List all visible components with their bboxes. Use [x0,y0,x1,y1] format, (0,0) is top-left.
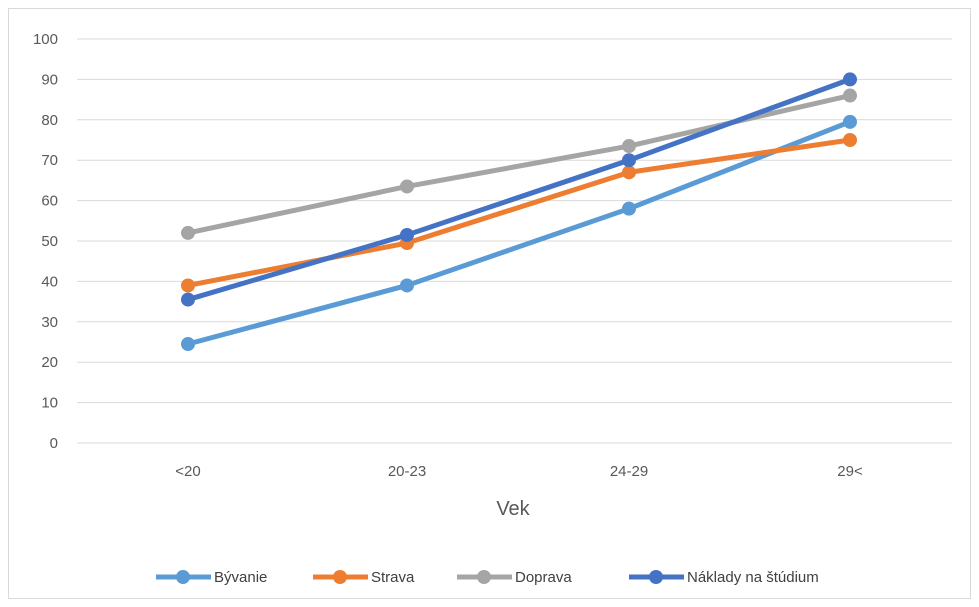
x-tick-label: 24-29 [610,463,648,480]
legend-label: Strava [371,569,415,586]
y-tick-label: 30 [41,314,58,331]
y-tick-label: 60 [41,193,58,210]
y-tick-label: 0 [50,435,58,452]
data-point [181,225,195,240]
series-line [185,76,853,303]
data-point [181,337,195,352]
legend-swatch-marker [649,570,663,584]
series [181,72,857,352]
data-point [622,201,636,216]
y-axis-ticks: 0 10 20 30 40 50 60 70 80 90 100 [33,31,58,452]
y-tick-label: 100 [33,31,58,48]
data-point [400,179,414,194]
y-tick-label: 40 [41,273,58,290]
gridlines [77,38,952,444]
data-point [400,278,414,293]
data-point [843,72,857,87]
y-tick-label: 70 [41,152,58,169]
legend-label: Doprava [515,569,572,586]
y-tick-label: 90 [41,71,58,88]
data-point [181,278,195,293]
data-point [843,133,857,147]
y-tick-label: 80 [41,112,58,129]
legend-swatch-marker [333,570,347,584]
data-point [400,227,414,242]
y-tick-label: 10 [41,395,58,412]
data-point [843,114,857,129]
series-0 [181,114,857,352]
data-point [843,88,857,103]
x-tick-label: 29< [837,463,863,480]
legend: Bývanie Strava Doprava Náklady na štúdium [156,569,819,586]
data-point [181,292,195,307]
series-line [185,137,853,288]
legend-swatch-marker [477,570,491,584]
x-axis-title: Vek [496,498,530,520]
legend-label: Náklady na štúdium [687,569,819,586]
legend-item: Strava [313,569,415,586]
y-tick-label: 20 [41,354,58,371]
series-1 [181,133,857,293]
legend-label: Bývanie [214,569,267,586]
series-line [185,119,853,347]
data-point [622,165,636,180]
legend-item: Náklady na štúdium [629,569,819,586]
x-tick-label: <20 [175,463,200,480]
series-3 [181,72,857,307]
x-axis-ticks: <20 20-23 24-29 29< [175,463,863,480]
legend-swatch-marker [176,570,190,584]
data-point [622,139,636,154]
legend-item: Doprava [457,569,572,586]
x-tick-label: 20-23 [388,463,426,480]
legend-item: Bývanie [156,569,267,586]
data-point [622,153,636,168]
y-tick-label: 50 [41,233,58,250]
